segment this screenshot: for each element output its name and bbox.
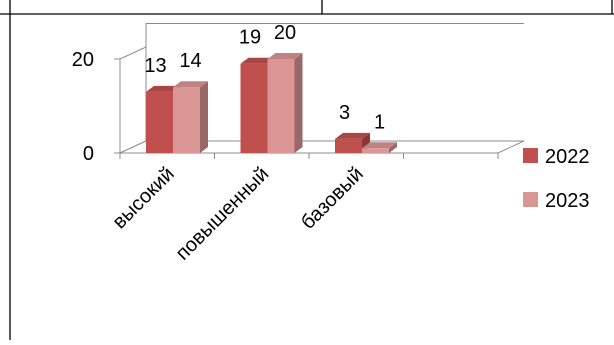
bar bbox=[335, 132, 370, 153]
legend-swatch bbox=[523, 148, 538, 163]
data-label: 14 bbox=[179, 50, 201, 72]
bar-front bbox=[240, 63, 268, 154]
bar-top bbox=[240, 57, 276, 64]
bar-top bbox=[335, 132, 370, 139]
x-tick-label: базовый bbox=[297, 163, 368, 234]
legend-label: 2022 bbox=[545, 146, 590, 168]
data-label: 1 bbox=[374, 111, 385, 133]
y-axis: 0 20 bbox=[72, 49, 121, 165]
y-tick-label: 20 bbox=[72, 49, 94, 71]
bar bbox=[173, 81, 208, 153]
bar-front bbox=[335, 138, 362, 153]
bar-side bbox=[294, 53, 303, 153]
data-labels: 13 14 19 20 3 1 bbox=[144, 22, 385, 133]
legend: 2022 2023 bbox=[523, 146, 590, 212]
gridline-20 bbox=[119, 46, 147, 60]
bar-front bbox=[267, 59, 295, 153]
bar-front bbox=[146, 91, 173, 153]
data-label: 13 bbox=[144, 55, 166, 77]
bar-top bbox=[267, 53, 303, 59]
x-tick-label: высокий bbox=[108, 163, 178, 233]
bar-side bbox=[389, 142, 397, 153]
y-tick-label: 0 bbox=[83, 143, 94, 165]
bar-top bbox=[173, 81, 208, 88]
data-label: 20 bbox=[274, 22, 296, 44]
bar-side bbox=[200, 81, 208, 153]
x-tick-label: повышенный bbox=[172, 163, 274, 265]
bar-front bbox=[362, 148, 389, 153]
bars bbox=[146, 53, 397, 154]
bar-front bbox=[173, 87, 200, 153]
legend-label: 2023 bbox=[545, 190, 590, 212]
data-label: 19 bbox=[239, 27, 261, 49]
bar bbox=[362, 142, 397, 153]
data-label: 3 bbox=[339, 102, 350, 124]
legend-swatch bbox=[523, 192, 538, 207]
bar-top bbox=[146, 85, 181, 92]
bar bbox=[267, 53, 303, 153]
bar-top bbox=[362, 142, 397, 149]
